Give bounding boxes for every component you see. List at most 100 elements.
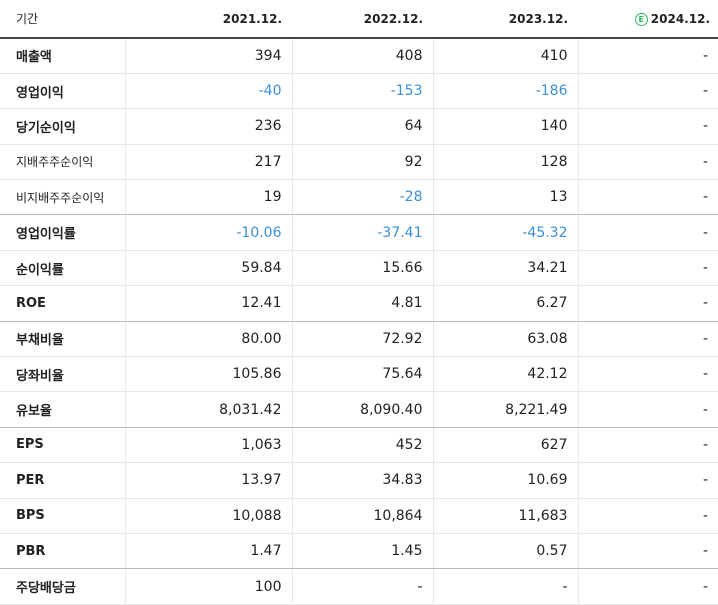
table-body: 매출액 394 408 410- 영업이익 -40 -153 -186- 당기순이익 236 64 1… <box>0 38 718 605</box>
table-row: 주당배당금 100- - - <box>0 568 718 605</box>
table-row: 영업이익률 -10.06 -37.41 -45.32- <box>0 214 718 251</box>
year-header-2021: 2021.12. <box>125 0 292 39</box>
table-cell: 8,031.42 <box>124 391 292 428</box>
table-cell: - <box>577 533 718 570</box>
row-label: PER <box>0 462 125 499</box>
table-row: EPS 1,063 452 627- <box>0 427 718 464</box>
row-label: 영업이익 <box>0 73 125 110</box>
table-row: 순이익률 59.84 15.66 34.21- <box>0 250 718 287</box>
table-row: 지배주주순이익 217 92 128- <box>0 144 718 181</box>
table-cell: 59.84 <box>124 250 292 287</box>
table-cell: -186 <box>432 73 578 110</box>
table-row: 당좌비율 105.86 75.64 42.12- <box>0 356 718 393</box>
table-cell: - <box>577 144 718 181</box>
table-cell: 140 <box>432 108 578 145</box>
row-label: 지배주주순이익 <box>0 144 125 181</box>
table-cell: 12.41 <box>124 285 292 322</box>
row-label: 비지배주주순이익 <box>0 179 125 216</box>
table-cell: - <box>577 38 718 74</box>
row-label: ROE <box>0 285 125 322</box>
table-row: 당기순이익 236 64 140- <box>0 108 718 145</box>
table-cell: 627 <box>432 427 578 464</box>
table-cell: - <box>577 73 718 110</box>
table-cell: - <box>577 108 718 145</box>
table-cell: - <box>577 568 718 605</box>
period-header: 기간 <box>0 0 125 39</box>
table-row: 부채비율 80.00 72.92 63.08- <box>0 321 718 358</box>
table-cell: -28 <box>291 179 433 216</box>
table-cell: 63.08 <box>432 321 578 358</box>
table-cell: 10.69 <box>432 462 578 499</box>
table-cell: 34.83 <box>291 462 433 499</box>
table-cell: - <box>577 427 718 464</box>
row-label: 순이익률 <box>0 250 125 287</box>
table-cell: 13 <box>432 179 578 216</box>
table-cell: 42.12 <box>432 356 578 393</box>
table-cell: - <box>577 356 718 393</box>
table-cell: 394 <box>124 38 292 74</box>
table-cell: - <box>577 179 718 216</box>
table-cell: -45.32 <box>432 214 578 251</box>
row-label: 유보율 <box>0 391 125 428</box>
table-cell: - <box>577 285 718 322</box>
table-cell: 10,864 <box>291 498 433 534</box>
table-cell: 128 <box>432 144 578 181</box>
table-row: ROE 12.41 4.81 6.27- <box>0 285 718 322</box>
row-label: BPS <box>0 498 125 534</box>
table-cell: 72.92 <box>291 321 433 358</box>
table-cell: 75.64 <box>291 356 433 393</box>
table-cell: 452 <box>291 427 433 464</box>
table-cell: 15.66 <box>291 250 433 287</box>
table-cell: 8,090.40 <box>291 391 433 428</box>
table-cell: - <box>577 391 718 428</box>
table-cell: 13.97 <box>124 462 292 499</box>
table-cell: 92 <box>291 144 433 181</box>
table-cell: -10.06 <box>124 214 292 251</box>
estimate-year-label: 2024.12. <box>650 11 710 26</box>
table-cell: 6.27 <box>432 285 578 322</box>
table-row: 매출액 394 408 410- <box>0 38 718 74</box>
row-label: 주당배당금 <box>0 568 125 605</box>
table-cell: 19 <box>124 179 292 216</box>
row-label: PBR <box>0 533 125 570</box>
estimate-icon: E <box>634 12 648 26</box>
header-row: 기간 2021.12. 2022.12. 2023.12. E 2024.12. <box>0 0 718 39</box>
table-cell: 8,221.49 <box>432 391 578 428</box>
table-cell: 236 <box>124 108 292 145</box>
table-row: 영업이익 -40 -153 -186- <box>0 73 718 110</box>
table-cell: 0.57 <box>432 533 578 570</box>
year-header-2024-estimate: E 2024.12. <box>578 0 718 39</box>
table-cell: - <box>577 462 718 499</box>
table-cell: 1.45 <box>291 533 433 570</box>
table-cell: 100 <box>124 568 292 605</box>
table-row: PER 13.97 34.83 10.69- <box>0 462 718 499</box>
table-cell: 34.21 <box>432 250 578 287</box>
table-cell: - <box>432 568 578 605</box>
table-cell: - <box>577 498 718 534</box>
table-cell: -40 <box>124 73 292 110</box>
row-label: 당좌비율 <box>0 356 125 393</box>
table-row: PBR 1.47 1.45 0.57- <box>0 533 718 570</box>
table-cell: 410 <box>432 38 578 74</box>
table-cell: 1.47 <box>124 533 292 570</box>
table-cell: 10,088 <box>124 498 292 534</box>
row-label: 영업이익률 <box>0 214 125 251</box>
table-cell: 408 <box>291 38 433 74</box>
row-label: 매출액 <box>0 38 125 74</box>
table-cell: -153 <box>291 73 433 110</box>
row-label: 부채비율 <box>0 321 125 358</box>
table-cell: 11,683 <box>432 498 578 534</box>
table-cell: 1,063 <box>124 427 292 464</box>
table-row: BPS 10,088 10,864 11,683- <box>0 498 718 534</box>
table-cell: - <box>577 321 718 358</box>
table-cell: -37.41 <box>291 214 433 251</box>
table-cell: - <box>577 250 718 287</box>
year-header-2022: 2022.12. <box>292 0 433 39</box>
table-cell: 80.00 <box>124 321 292 358</box>
table-row: 비지배주주순이익 19 -28 13- <box>0 179 718 216</box>
table-header: 기간 2021.12. 2022.12. 2023.12. E 2024.12. <box>0 0 718 39</box>
table-cell: 4.81 <box>291 285 433 322</box>
year-header-2023: 2023.12. <box>433 0 578 39</box>
table-cell: - <box>577 214 718 251</box>
